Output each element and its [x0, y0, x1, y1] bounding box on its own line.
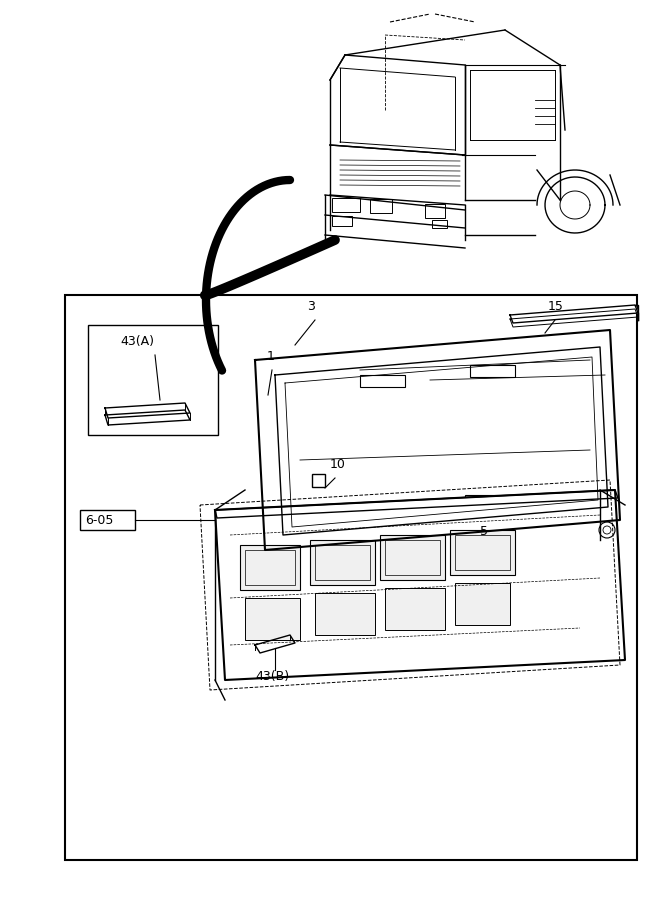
Polygon shape	[510, 305, 638, 323]
Text: 6-05: 6-05	[85, 514, 113, 527]
Polygon shape	[105, 410, 190, 425]
Bar	[455, 583, 510, 625]
Bar	[310, 540, 375, 585]
Polygon shape	[255, 330, 620, 550]
Text: 43(B): 43(B)	[255, 670, 289, 683]
Bar	[370, 199, 392, 213]
Bar	[385, 588, 445, 630]
Text: 15: 15	[548, 300, 564, 313]
Bar	[380, 535, 445, 580]
Bar	[455, 535, 510, 570]
Text: 5: 5	[480, 525, 488, 538]
Bar	[332, 198, 360, 212]
Text: 10: 10	[330, 458, 346, 471]
Bar	[432, 220, 447, 228]
Text: 1: 1	[267, 350, 275, 363]
Bar	[245, 550, 295, 585]
Text: 43(A): 43(A)	[120, 335, 154, 348]
Text: 3: 3	[307, 300, 315, 313]
Bar	[470, 365, 515, 377]
Bar	[80, 510, 135, 530]
Bar	[425, 204, 445, 218]
Bar	[355, 505, 400, 517]
Bar	[450, 530, 515, 575]
Bar	[332, 216, 352, 226]
Bar	[360, 375, 405, 387]
Bar	[240, 545, 300, 590]
Bar	[385, 540, 440, 575]
Bar	[315, 545, 370, 580]
Bar	[312, 474, 325, 487]
Bar	[245, 598, 300, 640]
Bar	[315, 593, 375, 635]
Bar	[88, 325, 218, 435]
Bar	[465, 495, 510, 507]
Bar	[65, 295, 637, 860]
Polygon shape	[215, 490, 625, 680]
